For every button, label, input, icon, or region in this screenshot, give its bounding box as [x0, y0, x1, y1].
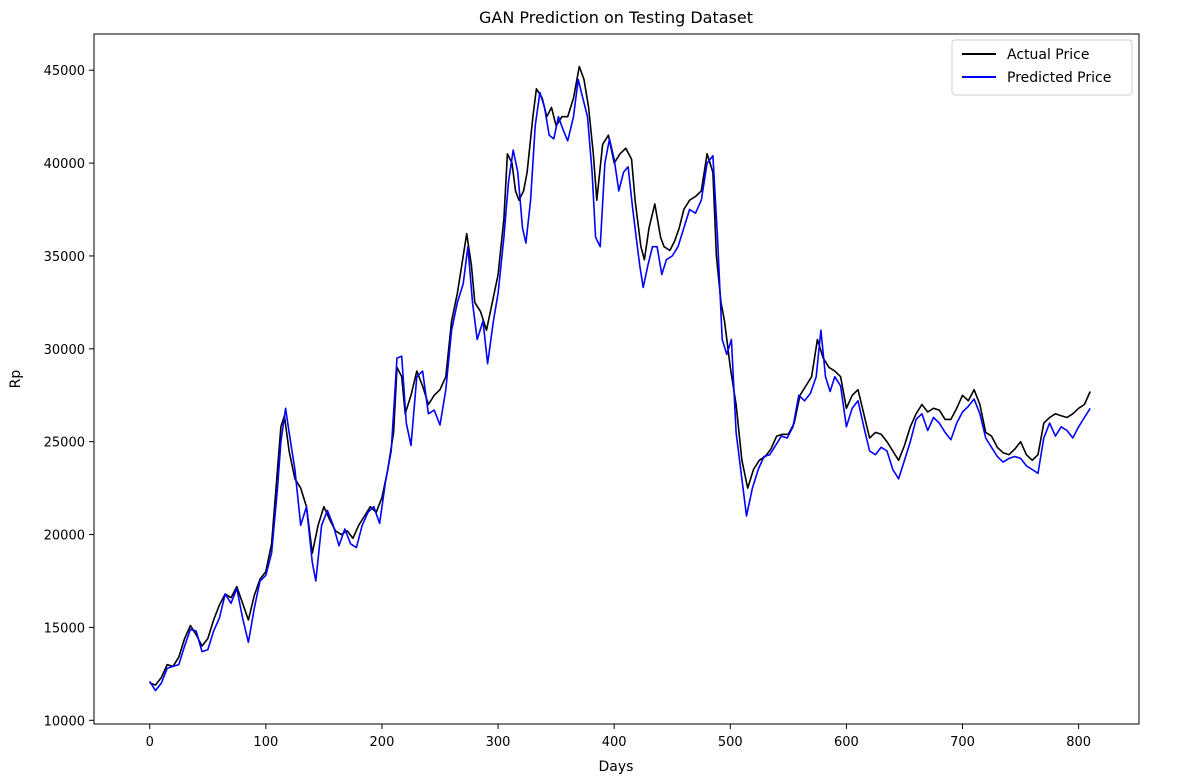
y-tick-label: 30000 — [44, 343, 85, 358]
x-axis-ticks: 0 100 200 300 400 500 600 700 800 — [146, 724, 1091, 750]
x-tick-label: 800 — [1066, 735, 1091, 750]
y-tick-label: 45000 — [44, 64, 85, 79]
legend-label-actual-price: Actual Price — [1007, 47, 1089, 63]
y-axis-label: Rp — [8, 370, 24, 389]
legend-label-predicted-price: Predicted Price — [1007, 70, 1111, 86]
x-tick-label: 600 — [834, 735, 859, 750]
y-tick-label: 25000 — [44, 436, 85, 451]
x-tick-label: 500 — [718, 735, 743, 750]
series-lines — [149, 65, 1091, 692]
legend: Actual Price Predicted Price — [951, 39, 1133, 96]
x-tick-label: 0 — [146, 735, 154, 750]
y-tick-label: 35000 — [44, 250, 85, 265]
x-axis-label: Days — [599, 759, 634, 775]
y-tick-label: 15000 — [44, 621, 85, 636]
chart-title: GAN Prediction on Testing Dataset — [479, 8, 753, 27]
series-line-predicted-price — [149, 78, 1091, 692]
x-tick-label: 100 — [253, 735, 278, 750]
y-tick-label: 40000 — [44, 157, 85, 172]
y-axis-ticks: 10000 15000 20000 25000 30000 35000 40000 45000 — [44, 64, 94, 729]
x-tick-label: 300 — [486, 735, 511, 750]
legend-box — [951, 39, 1133, 96]
x-tick-label: 400 — [602, 735, 627, 750]
x-tick-label: 200 — [370, 735, 395, 750]
plot-frame — [93, 33, 1140, 725]
y-tick-label: 10000 — [44, 714, 85, 729]
x-tick-label: 700 — [950, 735, 975, 750]
y-tick-label: 20000 — [44, 529, 85, 544]
